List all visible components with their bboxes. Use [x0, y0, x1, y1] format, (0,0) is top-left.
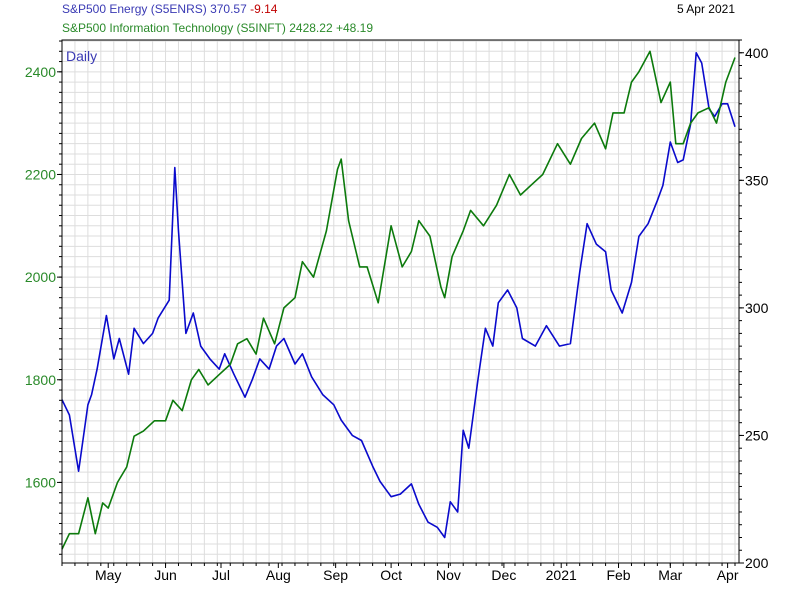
left-tick-label: 1600	[25, 474, 56, 490]
x-tick-label: Jul	[212, 567, 230, 583]
energy-series-name: S&P500 Energy (S5ENRS)	[62, 2, 207, 16]
right-tick-label: 200	[745, 555, 769, 571]
left-tick-label: 2400	[25, 64, 56, 80]
x-tick-label: Aug	[266, 567, 291, 583]
x-tick-label: Feb	[606, 567, 630, 583]
x-tick-label: Oct	[380, 567, 402, 583]
tech-last-value: 2428.22	[289, 21, 333, 35]
x-tick-label: Apr	[717, 567, 739, 583]
tech-series-line	[61, 50, 736, 550]
chart-date: 5 Apr 2021	[676, 2, 735, 16]
x-tick-label: Mar	[658, 567, 682, 583]
tech-change: +48.19	[335, 21, 374, 35]
right-tick-label: 350	[745, 172, 769, 188]
right-tick-label: 250	[745, 427, 769, 443]
plot-frame	[61, 39, 740, 564]
x-tick-label: 2021	[546, 567, 577, 583]
x-axis: May Jun Jul Aug Sep Oct Nov Dec 2021 Feb Mar Apr	[61, 563, 739, 583]
left-tick-label: 2000	[25, 269, 56, 285]
x-tick-label: Nov	[436, 567, 461, 583]
x-tick-label: Jun	[154, 567, 177, 583]
right-tick-label: 400	[745, 45, 769, 61]
tech-series-name: S&P500 Information Technology (S5INFT)	[62, 21, 286, 35]
x-tick-label: Sep	[323, 567, 348, 583]
left-tick-label: 2200	[25, 166, 56, 182]
x-tick-label: May	[95, 567, 121, 583]
right-tick-label: 300	[745, 300, 769, 316]
right-axis: 200 250 300 350 400	[739, 39, 769, 571]
tech-header: S&P500 Information Technology (S5INFT) 2…	[62, 21, 373, 35]
energy-last-value: 370.57	[210, 2, 247, 16]
chart-grid	[61, 40, 739, 563]
series-layer	[61, 50, 736, 550]
energy-change: -9.14	[250, 2, 278, 16]
left-axis: 1600 1800 2000 2200 2400	[25, 40, 62, 555]
energy-header: S&P500 Energy (S5ENRS) 370.57 -9.14	[62, 2, 277, 16]
period-label: Daily	[66, 48, 97, 64]
x-tick-label: Dec	[491, 567, 516, 583]
energy-series-line	[61, 51, 736, 539]
left-tick-label: 1800	[25, 372, 56, 388]
